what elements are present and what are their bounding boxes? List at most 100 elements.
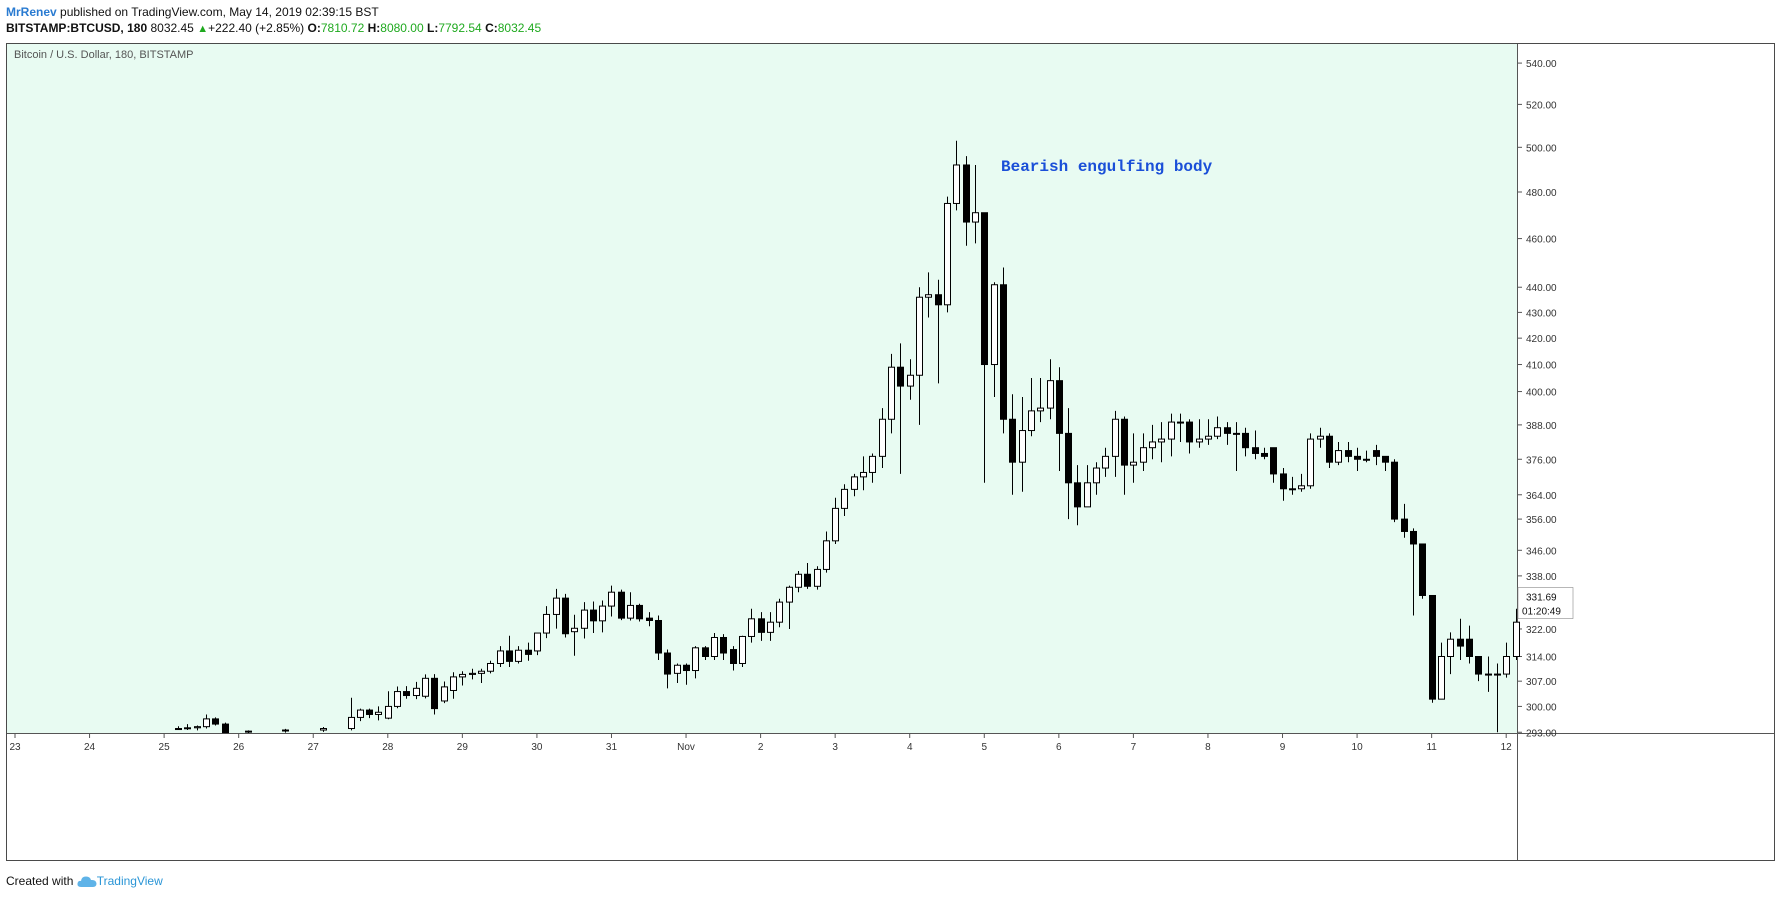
y-tick-label: 364.00 [1526, 491, 1557, 502]
x-tick-label: 24 [84, 742, 96, 753]
y-tick-label: 376.00 [1526, 455, 1557, 466]
y-tick-label: 400.00 [1526, 388, 1557, 399]
price-marker-countdown: 01:20:49 [1522, 607, 1561, 618]
x-tick-label: 25 [159, 742, 171, 753]
candle-bullish [194, 726, 201, 729]
y-tick-label: 500.00 [1526, 143, 1557, 154]
x-tick-label: 5 [981, 742, 987, 753]
candle-bearish [1065, 432, 1072, 484]
y-tick-label: 314.00 [1526, 652, 1557, 663]
candle-bullish [1233, 432, 1240, 435]
candle-bullish [543, 613, 550, 634]
candlestick-chart[interactable]: Bitcoin / U.S. Dollar, 180, BITSTAMP Bear… [7, 44, 1774, 860]
candle-bullish [413, 687, 420, 697]
candle-bearish [1391, 461, 1398, 520]
tradingview-link[interactable]: TradingView [96, 874, 163, 888]
candle-bullish [1037, 407, 1044, 412]
candle-bearish [1074, 482, 1081, 508]
candle-bullish [879, 418, 886, 457]
candle-bullish [925, 294, 932, 298]
candle-bullish [1205, 435, 1212, 440]
candle-bullish [441, 686, 448, 702]
y-tick-label: 460.00 [1526, 235, 1557, 246]
candle-bearish [525, 649, 532, 655]
candle-bearish [636, 604, 643, 620]
high-label: H: [367, 21, 381, 35]
candle-bullish [459, 673, 466, 678]
candle-bearish [758, 618, 765, 633]
symbol-label: BITSTAMP:BTCUSD, 180 [6, 21, 148, 35]
candle-bullish [1093, 467, 1100, 484]
candle-bullish [869, 455, 876, 473]
candle-bullish [1438, 655, 1445, 700]
close-value: 8032.45 [497, 21, 542, 35]
candle-bearish [1354, 455, 1361, 460]
candle-bullish [1485, 673, 1492, 676]
x-tick-label: Nov [677, 742, 695, 753]
candle-bearish [1326, 435, 1333, 463]
candle-bullish [553, 597, 560, 615]
x-tick-label: 6 [1056, 742, 1062, 753]
high-value: 8080.00 [380, 21, 424, 35]
candle-bearish [702, 647, 709, 657]
x-tick-label: 23 [9, 742, 21, 753]
candle-bearish [1056, 380, 1063, 434]
chart-header: MrRenev published on TradingView.com, Ma… [6, 4, 541, 37]
close-label: C: [485, 21, 498, 35]
candle-bullish [944, 202, 951, 306]
annotation-label: Bearish engulfing body [1001, 158, 1213, 176]
y-tick-label: 520.00 [1526, 100, 1557, 111]
candle-bullish [1112, 418, 1119, 457]
y-tick-label: 410.00 [1526, 361, 1557, 372]
x-tick-label: 26 [233, 742, 245, 753]
candle-bearish [1242, 432, 1249, 449]
open-label: O: [307, 21, 321, 35]
candle-bearish [1009, 418, 1016, 463]
candle-bullish [1363, 458, 1370, 461]
candle-bullish [469, 672, 476, 675]
candle-bearish [366, 709, 373, 715]
candle-bearish [1121, 418, 1128, 466]
y-tick-label: 300.00 [1526, 702, 1557, 713]
candle-bearish [618, 591, 625, 619]
candle-bullish [1149, 441, 1156, 449]
candle-bearish [506, 650, 513, 662]
candle-bullish [627, 604, 634, 619]
x-tick-label: 8 [1205, 742, 1211, 753]
candle-bearish [1261, 452, 1268, 457]
candle-bullish [907, 374, 914, 387]
candle-bullish [599, 605, 606, 622]
candle-bullish [1158, 438, 1165, 443]
candle-bullish [823, 540, 830, 570]
candle-bullish [888, 366, 895, 420]
candle-bullish [1196, 438, 1203, 443]
candle-bullish [175, 728, 182, 731]
candle-bullish [375, 711, 382, 715]
candle-bullish [953, 164, 960, 204]
x-tick-label: 31 [606, 742, 618, 753]
low-label: L: [427, 21, 439, 35]
chart-frame[interactable]: Bitcoin / U.S. Dollar, 180, BITSTAMP Bear… [6, 43, 1775, 861]
x-tick-label: 11 [1426, 742, 1437, 753]
candle-bearish [1345, 450, 1352, 457]
x-tick-label: 27 [308, 742, 320, 753]
candle-bullish [608, 591, 615, 607]
candle-bullish [814, 568, 821, 587]
candle-bullish [972, 212, 979, 223]
candle-bullish [1513, 621, 1520, 657]
candle-bearish [935, 294, 942, 306]
candle-bearish [720, 636, 727, 654]
candle-bullish [385, 705, 392, 719]
candle-bearish [897, 366, 904, 387]
low-value: 7792.54 [438, 21, 482, 35]
candle-bullish [245, 730, 252, 733]
y-tick-label: 440.00 [1526, 283, 1557, 294]
y-tick-label: 388.00 [1526, 421, 1557, 432]
candle-bullish [1307, 438, 1314, 487]
candle-bullish [776, 601, 783, 623]
candle-bearish [963, 164, 970, 223]
author-link[interactable]: MrRenev [6, 5, 57, 19]
y-tick-label: 356.00 [1526, 515, 1557, 526]
y-tick-label: 540.00 [1526, 59, 1557, 70]
price-change: +222.40 (+2.85%) [208, 21, 305, 35]
